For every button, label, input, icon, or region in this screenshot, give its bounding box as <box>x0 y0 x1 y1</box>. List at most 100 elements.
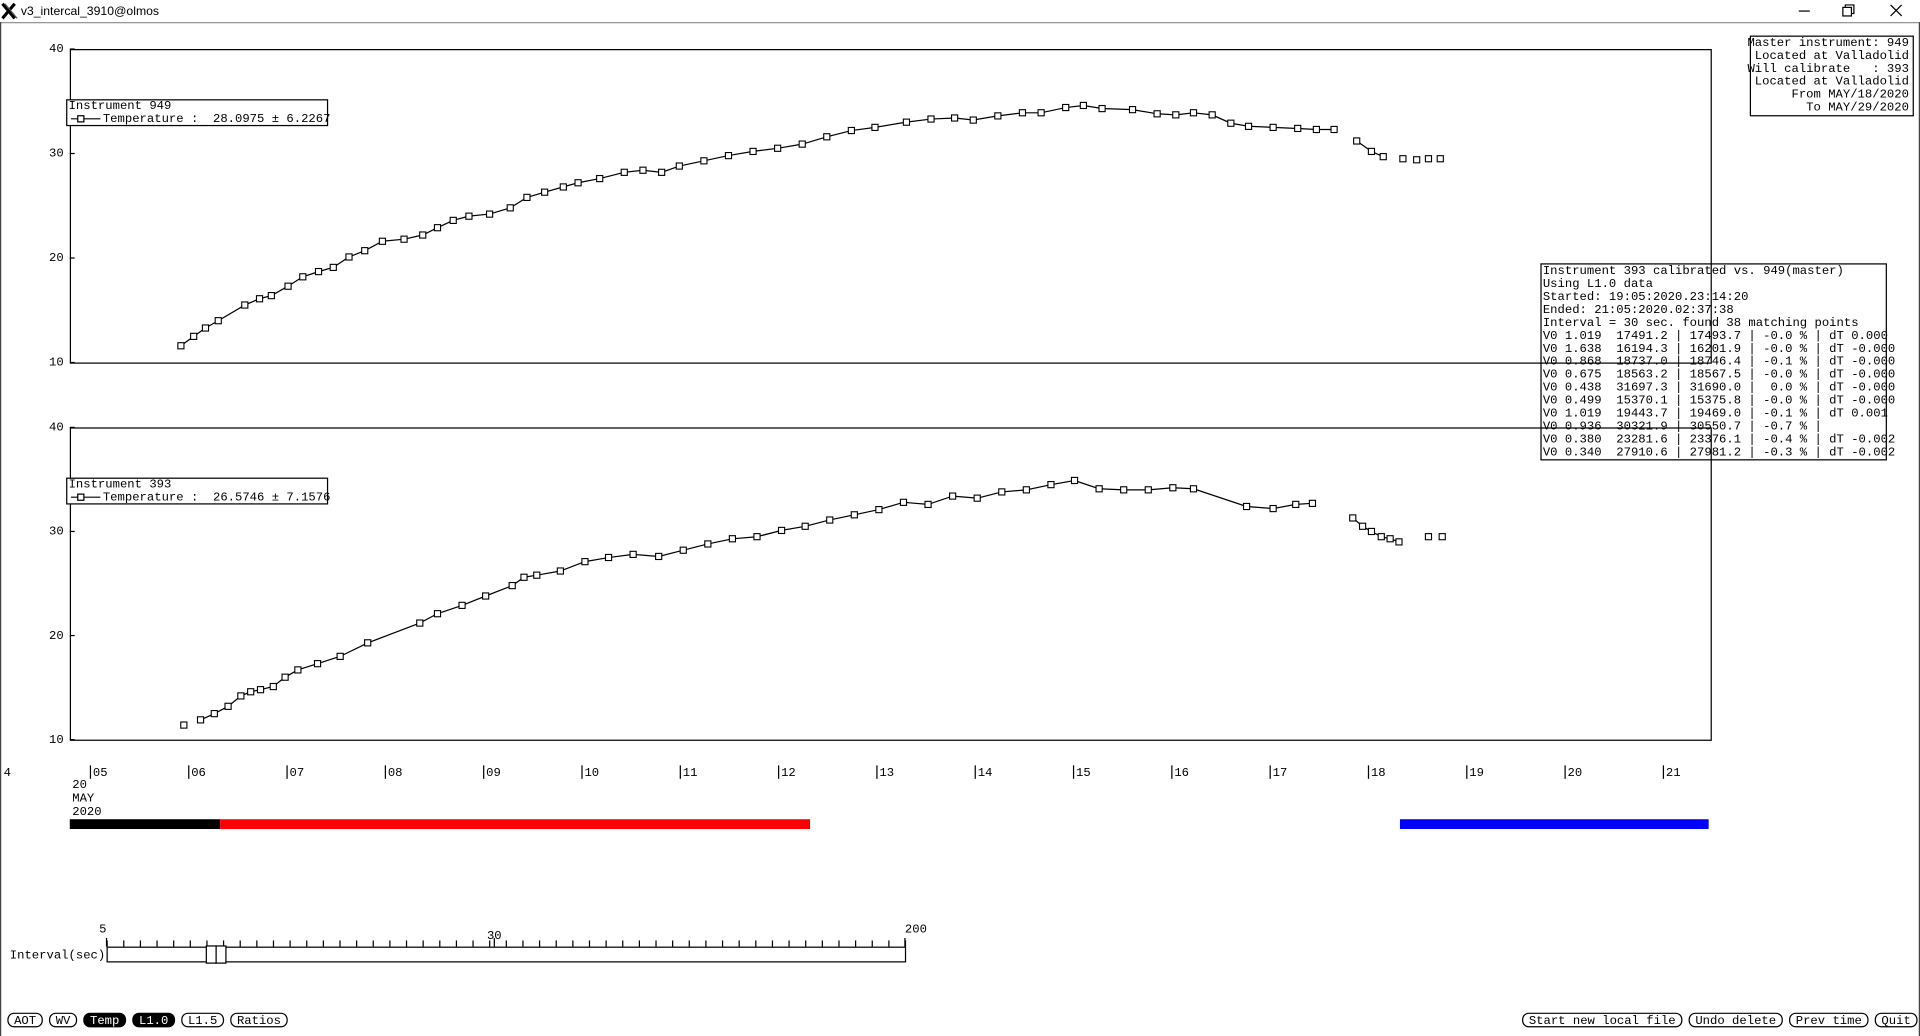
data-point <box>416 619 424 627</box>
button[interactable]: AOT <box>7 1012 43 1028</box>
data-point <box>180 721 188 729</box>
window-title: v3_intercal_3910@olmos <box>21 4 159 18</box>
slider-tick-label: 200 <box>905 923 927 937</box>
data-point <box>1022 486 1030 494</box>
report-line: V0 0.438 31697.3 | 31690.0 | 0.0 % | dT … <box>1543 381 1895 395</box>
data-point <box>675 162 683 170</box>
button[interactable]: L1.5 <box>181 1012 225 1028</box>
data-point <box>1330 125 1338 134</box>
button-frame <box>230 1012 288 1028</box>
legend-label: Temperature : 26.5746 ± 7.1576 <box>103 490 331 504</box>
restore-button[interactable] <box>1842 4 1855 17</box>
data-point <box>281 673 289 681</box>
button-label: Undo delete <box>1695 1014 1776 1028</box>
x-tick-label: 19 <box>1469 766 1484 780</box>
button-frame <box>181 1012 225 1028</box>
button-frame <box>1688 1012 1783 1028</box>
report-line: V0 0.499 15370.1 | 15375.8 | -0.0 % | dT… <box>1543 394 1895 408</box>
data-point <box>902 118 911 126</box>
y-tick-label: 40 <box>49 421 64 435</box>
data-point <box>1436 155 1444 163</box>
data-point <box>700 157 708 165</box>
data-point <box>629 550 637 558</box>
data-point <box>400 235 408 243</box>
date-label: 2020 <box>72 805 101 819</box>
button-frame <box>7 1012 43 1028</box>
button[interactable]: Start new local file <box>1522 1012 1683 1028</box>
data-point <box>1189 109 1198 117</box>
data-point <box>1413 156 1421 164</box>
master-info-line: Located at Valladolid <box>1755 75 1909 89</box>
legend-symbol <box>77 493 85 501</box>
data-point <box>541 188 549 196</box>
data-point <box>294 666 302 674</box>
master-info-line: Located at Valladolid <box>1755 49 1909 63</box>
button-label: AOT <box>14 1014 36 1028</box>
data-point <box>1172 111 1180 119</box>
button[interactable]: Prev time <box>1788 1012 1869 1028</box>
report-line: V0 0.936 30321.9 | 30550.7 | -0.7 % | <box>1543 420 1822 434</box>
y-tick-label: 30 <box>49 147 64 161</box>
slider-tick-label: 5 <box>99 923 106 937</box>
data-point <box>1367 147 1376 156</box>
data-point <box>299 273 307 281</box>
button[interactable]: Ratios <box>230 1012 288 1028</box>
data-point <box>1153 110 1161 118</box>
data-point <box>899 498 908 506</box>
data-point <box>1047 481 1055 489</box>
x-tick-label: 10 <box>584 766 599 780</box>
button-label: Temp <box>90 1014 119 1028</box>
button-label: Ratios <box>237 1014 281 1028</box>
data-point <box>1399 155 1407 163</box>
y-tick-label: 20 <box>49 629 64 643</box>
data-point <box>269 682 277 691</box>
button-frame <box>1522 1012 1683 1028</box>
coverage-bar <box>1399 819 1709 830</box>
close-button[interactable] <box>1890 4 1903 17</box>
data-point <box>255 295 264 303</box>
button-frame <box>83 1012 127 1028</box>
plot-frame <box>69 427 1712 741</box>
data-point <box>777 526 786 535</box>
x-tick-label: 09 <box>486 766 501 780</box>
data-point <box>329 263 337 272</box>
report-box <box>1540 263 1887 461</box>
button[interactable]: Quit <box>1874 1012 1918 1028</box>
button[interactable]: WV <box>48 1012 78 1028</box>
x-tick-label: 20 <box>1568 766 1583 780</box>
data-point <box>482 592 490 600</box>
slider-track[interactable] <box>106 946 907 963</box>
data-point <box>679 546 687 554</box>
data-point <box>506 204 514 212</box>
master-info-line: Master instrument: 949 <box>1747 36 1909 50</box>
x-tick-label: 13 <box>879 766 894 780</box>
report-line: V0 0.380 23281.6 | 23376.1 | -0.4 % | dT… <box>1543 433 1895 447</box>
x-tick-label: 06 <box>191 766 206 780</box>
slider-thumb[interactable] <box>205 945 227 964</box>
data-point <box>749 147 757 156</box>
data-point <box>1269 123 1277 132</box>
button[interactable]: Undo delete <box>1688 1012 1783 1028</box>
data-point <box>1269 504 1277 513</box>
master-info-line: To MAY/29/2020 <box>1806 100 1909 114</box>
data-point <box>508 581 516 590</box>
data-point <box>1037 109 1045 117</box>
data-point <box>1128 106 1137 114</box>
data-point <box>210 710 218 718</box>
data-point <box>1070 476 1079 485</box>
data-point <box>241 301 249 309</box>
report-line: Interval = 30 sec. found 38 matching poi… <box>1543 316 1859 330</box>
data-point <box>596 174 604 183</box>
data-point <box>177 342 185 350</box>
data-point <box>1308 499 1317 507</box>
data-point <box>1095 485 1103 493</box>
button-frame <box>1874 1012 1918 1028</box>
button[interactable]: Temp <box>83 1012 127 1028</box>
data-point <box>655 552 663 561</box>
x-tick-label: 05 <box>93 766 108 780</box>
data-point <box>774 144 782 152</box>
button-label: L1.5 <box>188 1014 217 1028</box>
coverage-bar <box>69 819 221 830</box>
button[interactable]: L1.0 <box>132 1012 176 1028</box>
